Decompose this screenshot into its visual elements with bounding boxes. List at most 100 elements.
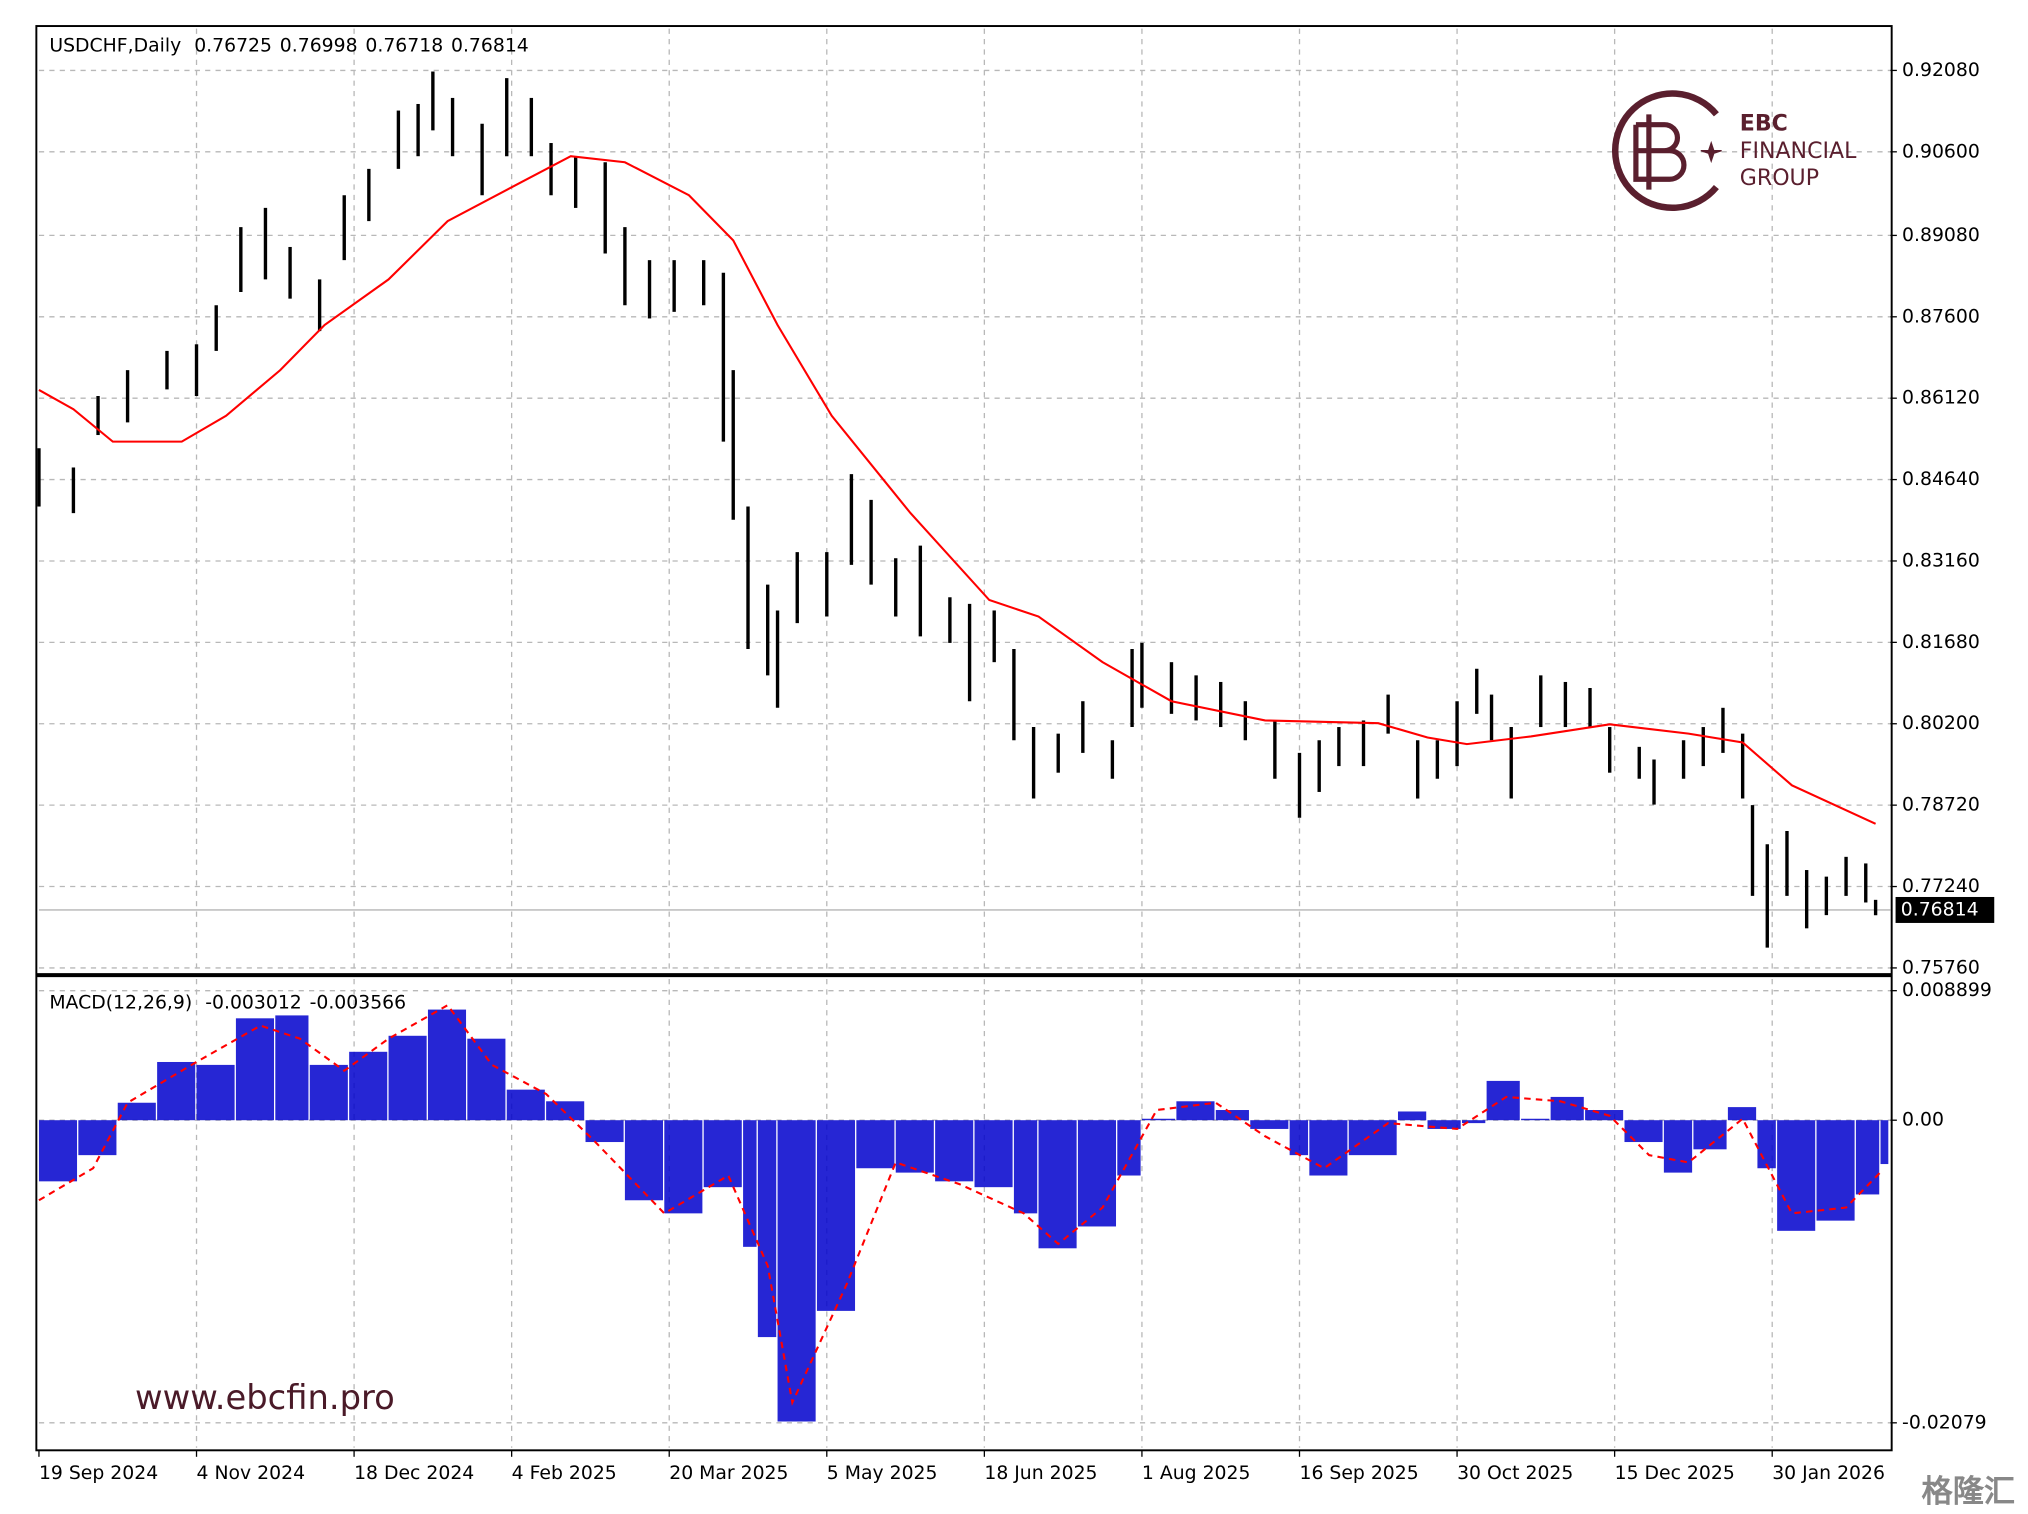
title-text: MACD(12,26,9) bbox=[49, 992, 192, 1013]
macd-bar bbox=[856, 1120, 895, 1169]
signal-line bbox=[38, 1003, 1882, 1407]
title-text: USDCHF,Daily bbox=[49, 35, 181, 56]
macd-bar bbox=[1777, 1120, 1816, 1231]
x-tick-label: 18 Dec 2024 bbox=[354, 1463, 474, 1484]
logo-text: GROUP bbox=[1740, 166, 1819, 191]
y-tick-label: 0.77240 bbox=[1902, 876, 1980, 897]
frame bbox=[35, 25, 1893, 1452]
macd-bar bbox=[1816, 1120, 1855, 1221]
macd-bar bbox=[157, 1061, 196, 1121]
y-tick-label: 0.008899 bbox=[1902, 980, 1992, 1001]
website: www.ebcfin.pro bbox=[135, 1378, 395, 1417]
macd-bar bbox=[309, 1064, 348, 1121]
macd-bar bbox=[1309, 1120, 1348, 1176]
macd-bar bbox=[816, 1120, 856, 1311]
last-price-label: 0.76814 bbox=[1901, 899, 1979, 920]
panel-title: USDCHF,Daily 0.76725 0.76998 0.76718 0.76814 bbox=[49, 35, 528, 56]
title-value: 0.76998 bbox=[280, 35, 358, 56]
macd-bar bbox=[974, 1120, 1013, 1188]
x-tick-label: 4 Nov 2024 bbox=[197, 1463, 306, 1484]
y-tick-label: 0.89080 bbox=[1902, 225, 1980, 246]
y-tick-label: -0.02079 bbox=[1902, 1412, 1987, 1433]
macd-bar bbox=[275, 1015, 309, 1121]
macd-bar bbox=[1348, 1120, 1397, 1156]
logo-text: FINANCIAL bbox=[1740, 139, 1857, 164]
y-tick-label: 0.92080 bbox=[1902, 60, 1980, 81]
y-tick-label: 0.90600 bbox=[1902, 141, 1980, 162]
macd-bar bbox=[743, 1120, 757, 1247]
macd-bar bbox=[388, 1035, 427, 1121]
watermark: 格隆汇 bbox=[1922, 1474, 2015, 1510]
x-tick-label: 19 Sep 2024 bbox=[39, 1463, 158, 1484]
macd-bar bbox=[1289, 1120, 1309, 1156]
macd-bar bbox=[506, 1089, 545, 1121]
logo-text: EBC bbox=[1740, 112, 1788, 137]
title-value: -0.003012 bbox=[205, 992, 302, 1013]
y-tick-label: 0.87600 bbox=[1902, 306, 1980, 327]
x-tick-label: 16 Sep 2025 bbox=[1299, 1463, 1418, 1484]
macd-bar bbox=[1427, 1120, 1461, 1129]
y-tick-label: 0.86120 bbox=[1902, 388, 1980, 409]
macd-bar bbox=[1486, 1080, 1520, 1121]
macd-bar bbox=[1117, 1120, 1141, 1176]
macd-bar bbox=[1550, 1096, 1584, 1121]
x-tick-label: 1 Aug 2025 bbox=[1142, 1463, 1251, 1484]
title-value: 0.76725 bbox=[194, 35, 272, 56]
macd-bar bbox=[1855, 1120, 1880, 1195]
x-tick-label: 5 May 2025 bbox=[827, 1463, 938, 1484]
title-value: -0.003566 bbox=[310, 992, 407, 1013]
macd-bar bbox=[1077, 1120, 1117, 1227]
macd-bar bbox=[624, 1120, 664, 1201]
panel-title: MACD(12,26,9) -0.003012 -0.003566 bbox=[49, 992, 406, 1013]
y-tick-label: 0.83160 bbox=[1902, 550, 1980, 571]
y-tick-label: 0.81680 bbox=[1902, 632, 1980, 653]
macd-bar bbox=[935, 1120, 974, 1182]
macd-bar bbox=[1880, 1120, 1889, 1165]
macd-bar bbox=[117, 1102, 156, 1121]
macd-bar bbox=[1013, 1120, 1038, 1214]
macd-bar bbox=[777, 1120, 816, 1422]
macd-bar bbox=[1141, 1118, 1176, 1121]
macd-bar bbox=[703, 1120, 742, 1188]
title-value: 0.76718 bbox=[365, 35, 443, 56]
x-tick-label: 30 Oct 2025 bbox=[1457, 1463, 1573, 1484]
macd-bar bbox=[546, 1101, 585, 1121]
macd-bar bbox=[664, 1120, 703, 1214]
y-tick-label: 0.84640 bbox=[1902, 469, 1980, 490]
macd-bar bbox=[467, 1038, 506, 1121]
macd-bar bbox=[1521, 1118, 1550, 1121]
macd-bar bbox=[757, 1120, 777, 1338]
macd-bar bbox=[1250, 1120, 1289, 1129]
macd-bar bbox=[1663, 1120, 1693, 1173]
macd-bar bbox=[1727, 1107, 1757, 1121]
logo bbox=[1612, 90, 1722, 212]
x-tick-label: 15 Dec 2025 bbox=[1615, 1463, 1735, 1484]
macd-bar bbox=[196, 1064, 235, 1121]
x-tick-label: 20 Mar 2025 bbox=[669, 1463, 788, 1484]
macd-bar bbox=[235, 1018, 275, 1121]
x-tick-label: 4 Feb 2025 bbox=[512, 1463, 617, 1484]
marks-layer bbox=[37, 71, 1889, 1422]
macd-bar bbox=[1215, 1110, 1249, 1121]
moving-average bbox=[38, 155, 1877, 825]
logo-star bbox=[1700, 140, 1722, 164]
logo-ring bbox=[1612, 90, 1719, 212]
y-tick-label: 0.75760 bbox=[1902, 957, 1980, 978]
macd-bar bbox=[78, 1120, 117, 1156]
y-tick-label: 0.78720 bbox=[1902, 795, 1980, 816]
macd-bar bbox=[585, 1120, 624, 1143]
macd-bar bbox=[1461, 1120, 1486, 1124]
y-tick-label: 0.80200 bbox=[1902, 713, 1980, 734]
x-tick-label: 18 Jun 2025 bbox=[984, 1463, 1097, 1484]
y-tick-label: 0.00 bbox=[1902, 1110, 1944, 1131]
macd-bar bbox=[427, 1009, 467, 1121]
macd-bar bbox=[1757, 1120, 1776, 1169]
last-price-box bbox=[1895, 896, 1995, 923]
macd-bar bbox=[38, 1120, 78, 1182]
x-tick-label: 30 Jan 2026 bbox=[1772, 1463, 1885, 1484]
title-value: 0.76814 bbox=[451, 35, 529, 56]
macd-bar bbox=[1624, 1120, 1663, 1143]
